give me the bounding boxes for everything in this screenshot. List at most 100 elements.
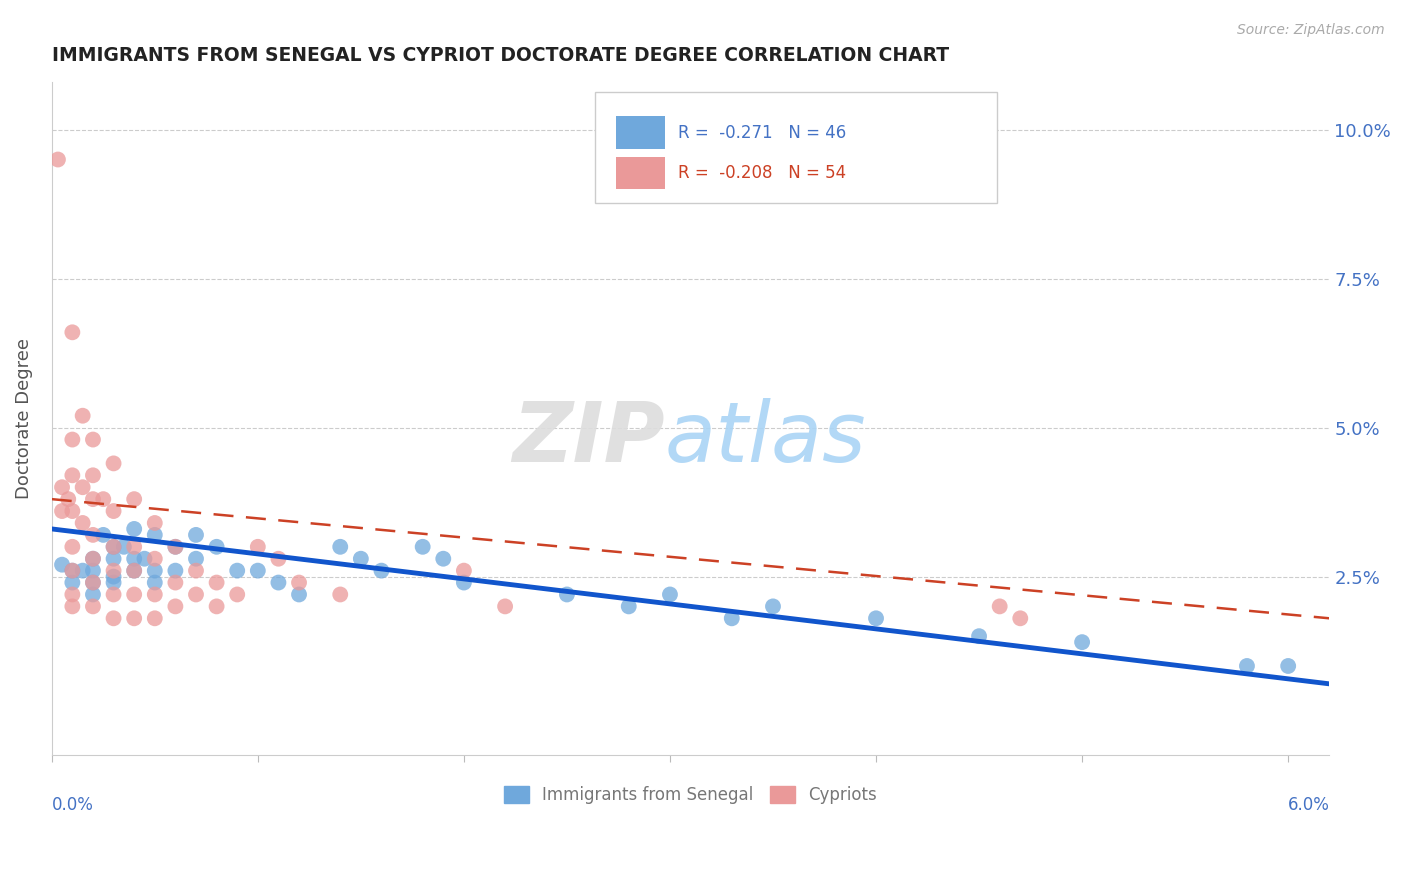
Point	[165, 540, 187, 554]
Point	[103, 569, 125, 583]
Point	[82, 492, 104, 507]
Text: R =  -0.271   N = 46: R = -0.271 N = 46	[678, 124, 846, 142]
Point	[103, 540, 125, 554]
Point	[122, 522, 145, 536]
Point	[617, 599, 640, 614]
Point	[122, 564, 145, 578]
Point	[143, 575, 166, 590]
Point	[659, 587, 682, 601]
Point	[246, 540, 269, 554]
Point	[60, 540, 83, 554]
Point	[60, 564, 83, 578]
Point	[72, 564, 94, 578]
Point	[184, 528, 207, 542]
Point	[288, 575, 311, 590]
Point	[432, 551, 454, 566]
Point	[51, 504, 73, 518]
Point	[494, 599, 516, 614]
Point	[143, 528, 166, 542]
Point	[60, 575, 83, 590]
Point	[72, 516, 94, 530]
Point	[165, 564, 187, 578]
Point	[762, 599, 785, 614]
Point	[82, 575, 104, 590]
Point	[122, 551, 145, 566]
Point	[91, 528, 114, 542]
Point	[103, 587, 125, 601]
Point	[72, 480, 94, 494]
Point	[453, 564, 475, 578]
Text: atlas: atlas	[665, 399, 866, 479]
Point	[103, 564, 125, 578]
Point	[1010, 611, 1032, 625]
Legend: Immigrants from Senegal, Cypriots: Immigrants from Senegal, Cypriots	[498, 780, 884, 811]
Point	[82, 564, 104, 578]
Point	[720, 611, 742, 625]
FancyBboxPatch shape	[616, 116, 665, 149]
Text: 0.0%: 0.0%	[52, 796, 94, 814]
Point	[350, 551, 373, 566]
Point	[103, 504, 125, 518]
Point	[91, 492, 114, 507]
Point	[246, 564, 269, 578]
Point	[103, 456, 125, 470]
Point	[51, 558, 73, 572]
Point	[226, 587, 249, 601]
Point	[205, 575, 228, 590]
Point	[184, 587, 207, 601]
Point	[60, 433, 83, 447]
Point	[267, 575, 290, 590]
Point	[58, 492, 80, 507]
Point	[143, 564, 166, 578]
FancyBboxPatch shape	[616, 157, 665, 189]
Point	[165, 599, 187, 614]
Point	[122, 587, 145, 601]
Point	[205, 599, 228, 614]
Text: 6.0%: 6.0%	[1288, 796, 1330, 814]
Point	[46, 153, 69, 167]
Text: ZIP: ZIP	[512, 399, 665, 479]
Point	[967, 629, 990, 643]
Point	[412, 540, 434, 554]
Point	[134, 551, 156, 566]
Point	[103, 540, 125, 554]
Point	[1236, 659, 1258, 673]
Point	[143, 587, 166, 601]
Point	[51, 480, 73, 494]
Point	[453, 575, 475, 590]
Point	[82, 433, 104, 447]
Point	[60, 587, 83, 601]
Point	[60, 564, 83, 578]
Point	[329, 540, 352, 554]
Point	[1277, 659, 1299, 673]
Point	[555, 587, 578, 601]
Point	[103, 551, 125, 566]
Y-axis label: Doctorate Degree: Doctorate Degree	[15, 338, 32, 500]
Point	[82, 575, 104, 590]
Point	[60, 504, 83, 518]
Point	[82, 528, 104, 542]
Text: Source: ZipAtlas.com: Source: ZipAtlas.com	[1237, 23, 1385, 37]
Point	[103, 575, 125, 590]
Point	[60, 326, 83, 340]
Point	[122, 564, 145, 578]
Point	[72, 409, 94, 423]
Point	[143, 516, 166, 530]
Point	[82, 468, 104, 483]
Point	[143, 551, 166, 566]
Text: R =  -0.208   N = 54: R = -0.208 N = 54	[678, 164, 846, 182]
Point	[226, 564, 249, 578]
Point	[165, 575, 187, 590]
Point	[143, 611, 166, 625]
Point	[865, 611, 887, 625]
Point	[82, 599, 104, 614]
Point	[1071, 635, 1094, 649]
Point	[184, 564, 207, 578]
Point	[288, 587, 311, 601]
Point	[82, 551, 104, 566]
Point	[103, 611, 125, 625]
Point	[122, 492, 145, 507]
Point	[165, 540, 187, 554]
Point	[60, 468, 83, 483]
Point	[112, 540, 135, 554]
